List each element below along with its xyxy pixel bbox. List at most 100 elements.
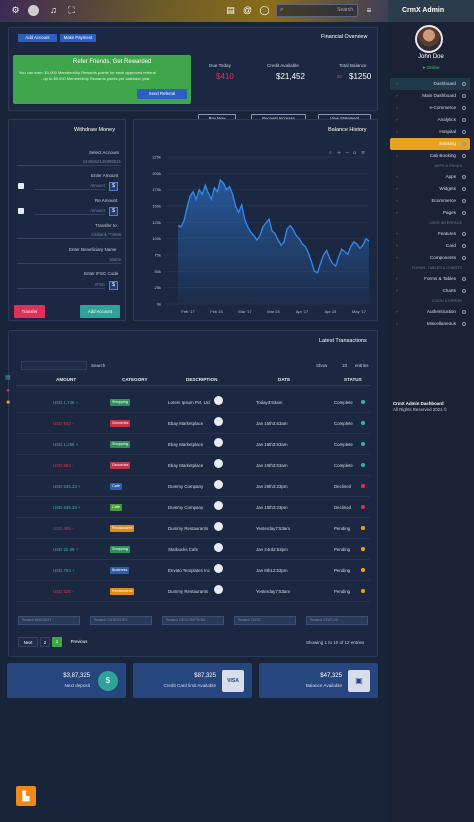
sidebar-item-components[interactable]: › Components — [390, 252, 470, 264]
column-header-category[interactable]: CATEGORY — [122, 377, 148, 382]
sidebar-section-title: LOGIN & ERROR — [431, 299, 462, 303]
column-header-amount[interactable]: AMOUNT — [56, 377, 77, 382]
sidebar-item-authentication[interactable]: › Authentication — [390, 306, 470, 318]
sidebar-item-dashboard[interactable]: › Dashboard — [390, 78, 470, 90]
y-tick-label: 75k — [155, 253, 161, 258]
re-amount-input[interactable]: Amount — [35, 207, 105, 215]
add-account-button[interactable]: Add Account — [80, 305, 120, 318]
expand-icon[interactable]: ⛶ — [68, 5, 75, 15]
column-filter-input[interactable]: Search DATE — [234, 616, 296, 625]
at-icon[interactable]: @ — [242, 5, 253, 15]
app-logo[interactable]: CrmX Admin — [388, 0, 474, 22]
chevron-icon: › — [396, 105, 398, 110]
table-row[interactable]: USD 325 - Restaurants Dummy Restaurants Yes… — [16, 581, 370, 602]
sidebar-item-label: Charts — [442, 288, 456, 293]
sidebar-item-apps[interactable]: › Apps — [390, 171, 470, 183]
table-row[interactable]: USD 1,745 + Shopping Lorem Ipsum Pvt. Ltd T… — [16, 392, 370, 413]
circle-icon — [462, 82, 466, 86]
column-filter-input[interactable]: Search DESCRIPTION — [162, 616, 224, 625]
card-title: Financial Overview — [321, 34, 368, 40]
table-row[interactable]: USD 1,256 + Shopping Ebay Marketplace Jan 1… — [16, 434, 370, 455]
ifsc-input[interactable]: IFSC — [17, 281, 105, 289]
withdraw-card: Withdraw Money Select Account 1245652145… — [8, 119, 126, 321]
description-cell: Ebay Marketplace — [168, 442, 204, 447]
status-dot-icon — [361, 589, 365, 593]
transfer-button[interactable]: Transfer — [14, 305, 45, 318]
table-row[interactable]: USD 943 - Groceries Ebay Marketplace Jan 15… — [16, 413, 370, 434]
search-input[interactable] — [21, 361, 87, 370]
category-badge: Shopping — [110, 546, 131, 553]
table-row[interactable]: USD 645.23 + Cafe Dummy Company Jan 29th3:2… — [16, 476, 370, 497]
circle-icon — [462, 211, 466, 215]
stat-card: $87,325 Credit Card limit Available VISA — [133, 663, 252, 698]
status-dot-icon — [361, 421, 365, 425]
column-header-description[interactable]: DESCRIPTION — [186, 377, 218, 382]
make-payment-button[interactable]: Make Payment — [60, 34, 96, 42]
balance-history-card: Balance History ⌕ + − ⌂ ≡ 0k 25k 50k 75k 100k 125k… — [133, 119, 378, 321]
side-tab-icon[interactable]: ■ — [6, 400, 10, 406]
sidebar-menu: › Dashboard › Main Dashboard › e-Commerce › Ana… — [390, 78, 470, 330]
sidebar-item-ecommerce[interactable]: › Ecommerce — [390, 195, 470, 207]
sidebar-item-pages[interactable]: › Pages — [390, 207, 470, 219]
status-cell: Pending — [334, 526, 351, 531]
column-header-date[interactable]: DATE — [278, 377, 291, 382]
table-row[interactable]: USD 654 - Groceries Ebay Marketplace Jan 15… — [16, 455, 370, 476]
sidebar-item-e-commerce[interactable]: › e-Commerce — [390, 102, 470, 114]
chevron-icon: › — [396, 81, 398, 86]
stat-label: Balance Available — [305, 683, 342, 688]
next-button[interactable]: Next — [18, 637, 38, 647]
page-2-button[interactable]: 2 — [40, 637, 50, 647]
sidebar-item-main-dashboard[interactable]: › Main Dashboard — [390, 90, 470, 102]
sidebar-item-banking[interactable]: › Banking — [390, 138, 470, 150]
sidebar-item-features[interactable]: › Features — [390, 228, 470, 240]
side-tab-icon[interactable]: ▤ — [5, 375, 11, 381]
side-tab-icon[interactable]: ● — [6, 388, 10, 394]
sidebar-item-charts[interactable]: › Charts — [390, 285, 470, 297]
search-input[interactable]: ⌕ Search — [276, 4, 358, 17]
amount-checkbox[interactable] — [18, 183, 24, 189]
chat-icon[interactable]: ◯ — [259, 5, 270, 15]
sidebar-item-analytics[interactable]: › Analytics — [390, 114, 470, 126]
bell-icon[interactable]: ♫ — [50, 5, 57, 15]
status-cell: Complete — [334, 463, 353, 468]
entries-select[interactable]: 10 — [342, 363, 348, 368]
column-filter-input[interactable]: Search CATEGORY — [90, 616, 152, 625]
amount-input[interactable]: Amount — [35, 182, 105, 190]
circle-icon — [462, 130, 466, 134]
status-cell: Complete — [334, 442, 353, 447]
column-header-status[interactable]: STATUS — [344, 377, 362, 382]
table-row[interactable]: USD 754 + Business Envato Templates Inc Jan… — [16, 560, 370, 581]
table-row[interactable]: USD 645.23 + Cafe Dummy Company Jan 15th3:2… — [16, 497, 370, 518]
column-filter-input[interactable]: Search AMOUNT — [18, 616, 80, 625]
menu-icon[interactable]: ≡ — [366, 6, 372, 15]
description-cell: Ebay Marketplace — [168, 463, 204, 468]
circle-icon — [462, 154, 466, 158]
transfer-to-select[interactable]: Citibank **3596 — [17, 231, 121, 239]
column-filter-input[interactable]: Search STATUS — [306, 616, 368, 625]
avatar[interactable] — [415, 25, 443, 53]
sidebar-item-hospital[interactable]: › Hospital — [390, 126, 470, 138]
page-1-button[interactable]: 1 — [52, 637, 62, 647]
settings-fab-icon[interactable]: ▙ — [16, 786, 36, 806]
re-amount-checkbox[interactable] — [18, 208, 24, 214]
table-row[interactable]: USD 22.99 + Shopping Starbucks Cafe Jan 24r… — [16, 539, 370, 560]
previous-button[interactable]: Previous — [70, 639, 88, 644]
account-select[interactable]: 1245652145898521 — [17, 158, 121, 166]
sidebar-item-widgets[interactable]: › Widgets — [390, 183, 470, 195]
y-tick-label: 125k — [152, 220, 161, 225]
sidebar-item-cab-booking[interactable]: › Cab Booking — [390, 150, 470, 162]
clipboard-icon[interactable]: ▤ — [226, 5, 235, 15]
avatar-icon[interactable] — [28, 5, 39, 16]
date-cell: Today3:53am — [256, 400, 283, 405]
gear-icon[interactable]: ⚙ — [11, 5, 20, 15]
send-referral-button[interactable]: Send Referral — [137, 89, 187, 99]
table-row[interactable]: USD 485 - Restaurants Dummy Restaurants Yes… — [16, 518, 370, 539]
date-cell: Jan 15th3:53am — [256, 463, 288, 468]
sidebar-item-card[interactable]: › Card — [390, 240, 470, 252]
category-badge: Business — [110, 567, 130, 574]
date-cell: Jan 15th3:53am — [256, 421, 288, 426]
beneficiary-input[interactable]: Name — [17, 256, 121, 264]
add-account-button[interactable]: Add Account — [18, 34, 57, 42]
sidebar-item-miscellaneous[interactable]: › Miscellaneous — [390, 318, 470, 330]
sidebar-item-forms-tables[interactable]: › Forms & Tables — [390, 273, 470, 285]
